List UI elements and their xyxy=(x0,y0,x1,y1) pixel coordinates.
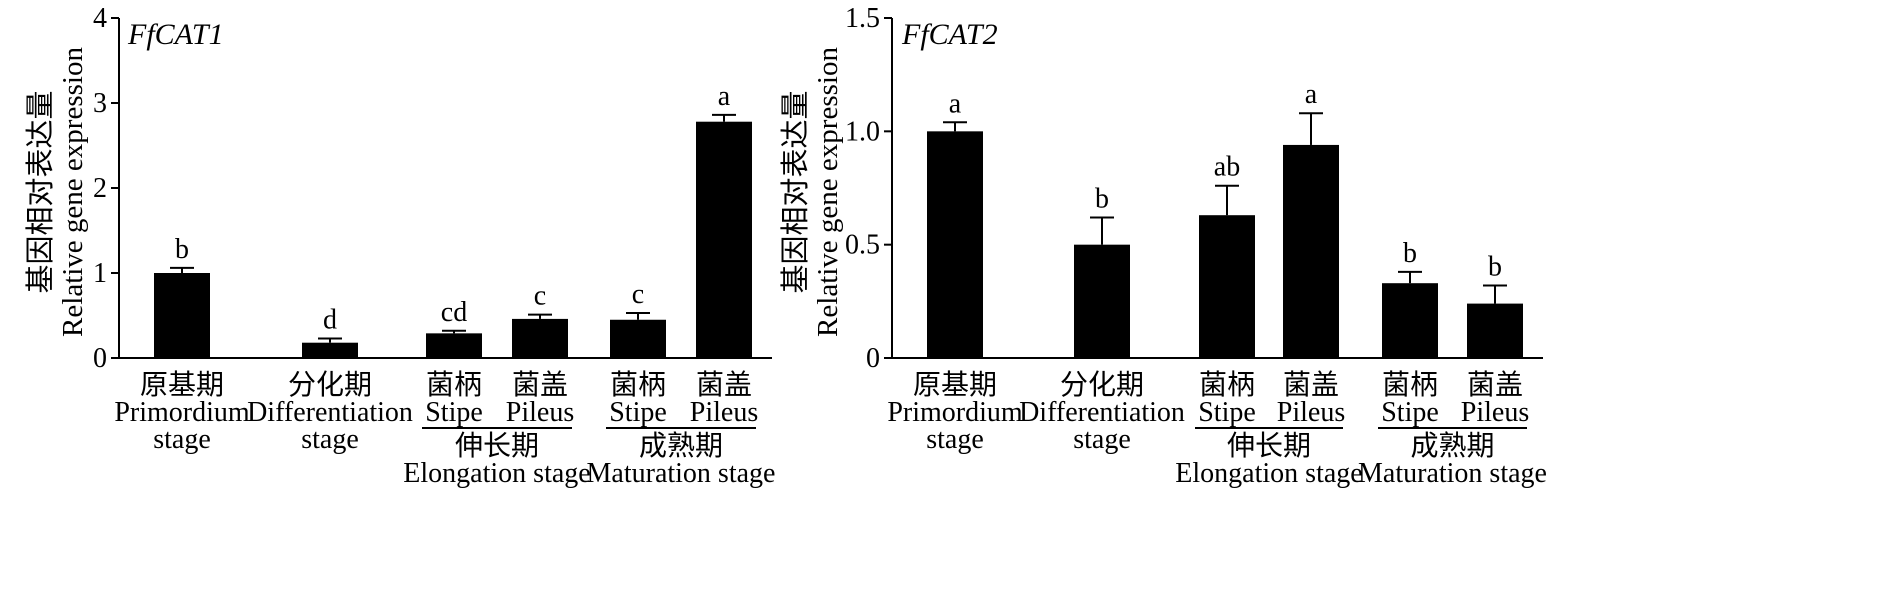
x-tick-label-cn: 原基期 xyxy=(140,369,224,401)
bar xyxy=(302,342,358,358)
chart-panel-1: 0 1 2 3 4 FfCAT1 基因相对表达量 Relative gene expressi… xyxy=(24,3,775,489)
significance-letter: a xyxy=(949,88,962,119)
x-tick-label-cn: 菌盖 xyxy=(512,369,568,401)
bar xyxy=(1467,303,1523,358)
group-label-en: Elongation stage xyxy=(1175,458,1362,489)
x-tick-label-en: stage xyxy=(301,424,359,455)
y-tick-label: 0.5 xyxy=(845,230,880,261)
significance-letter: c xyxy=(632,279,644,310)
group-label-cn: 伸长期 xyxy=(455,430,539,462)
significance-letter: b xyxy=(175,234,189,265)
bar xyxy=(696,121,752,358)
significance-letter: b xyxy=(1095,183,1109,214)
x-tick-label-en: Pileus xyxy=(1277,397,1345,428)
significance-letter: b xyxy=(1488,251,1502,282)
x-tick-label-en: Pileus xyxy=(1461,397,1529,428)
chart-panel-2: 0 0.5 1.0 1.5 FfCAT2 基因相对表达量 Relative gene exp… xyxy=(779,3,1547,489)
bar xyxy=(610,319,666,358)
y-tick-label: 3 xyxy=(93,88,107,119)
bar xyxy=(1283,144,1339,358)
bar xyxy=(426,333,482,358)
x-tick-label-en: Pileus xyxy=(506,397,574,428)
group-label-en: Maturation stage xyxy=(587,458,776,489)
bar xyxy=(1199,215,1255,358)
y-axis-label-cn: 基因相对表达量 xyxy=(779,90,812,293)
significance-letter: a xyxy=(718,81,731,112)
x-tick-label-cn: 原基期 xyxy=(913,369,997,401)
group-label-cn: 成熟期 xyxy=(639,430,723,462)
x-tick-label-en: stage xyxy=(1073,424,1131,455)
x-tick-label-en: stage xyxy=(926,424,984,455)
y-tick-label: 0 xyxy=(866,343,880,374)
bar xyxy=(512,318,568,358)
bar xyxy=(1074,244,1130,358)
x-tick-label-en: Differentiation xyxy=(1019,397,1185,428)
x-tick-label-cn: 菌柄 xyxy=(1199,369,1255,401)
x-tick-label-en: Primordium xyxy=(114,397,250,428)
y-tick-label: 2 xyxy=(93,173,107,204)
x-tick-label-cn: 菌盖 xyxy=(1467,369,1523,401)
x-tick-label-cn: 分化期 xyxy=(288,369,372,401)
y-tick-label: 1.0 xyxy=(845,116,880,147)
x-tick-label-en: Stipe xyxy=(1198,397,1256,428)
significance-letter: c xyxy=(534,281,546,312)
group-label-en: Elongation stage xyxy=(403,458,590,489)
significance-letter: a xyxy=(1305,79,1318,110)
significance-letter: d xyxy=(323,304,337,335)
bar xyxy=(1382,283,1438,358)
x-tick-label-en: Pileus xyxy=(690,397,758,428)
x-tick-label-cn: 分化期 xyxy=(1060,369,1144,401)
y-tick-label: 4 xyxy=(93,3,107,34)
group-label-en: Maturation stage xyxy=(1358,458,1547,489)
group-label-cn: 成熟期 xyxy=(1410,430,1494,462)
x-tick-label-cn: 菌柄 xyxy=(1382,369,1438,401)
x-tick-label-en: Stipe xyxy=(425,397,483,428)
y-axis-label-en: Relative gene expression xyxy=(57,47,89,337)
x-tick-label-cn: 菌柄 xyxy=(610,369,666,401)
x-tick-label-cn: 菌盖 xyxy=(1283,369,1339,401)
y-tick-label: 1.5 xyxy=(845,3,880,34)
y-axis-label-en: Relative gene expression xyxy=(812,47,844,337)
x-tick-label-cn: 菌柄 xyxy=(426,369,482,401)
significance-letter: cd xyxy=(441,297,467,328)
bar xyxy=(927,131,983,358)
x-tick-label-en: Differentiation xyxy=(247,397,413,428)
significance-letter: ab xyxy=(1214,152,1240,183)
x-tick-label-en: stage xyxy=(153,424,211,455)
x-tick-label-en: Stipe xyxy=(1381,397,1439,428)
significance-letter: b xyxy=(1403,238,1417,269)
x-tick-label-en: Stipe xyxy=(609,397,667,428)
x-tick-label-en: Primordium xyxy=(887,397,1023,428)
chart-title: FfCAT1 xyxy=(127,18,224,51)
chart-title: FfCAT2 xyxy=(901,18,998,51)
bar xyxy=(154,273,210,358)
y-tick-label: 0 xyxy=(93,343,107,374)
y-tick-label: 1 xyxy=(93,258,107,289)
group-label-cn: 伸长期 xyxy=(1227,430,1311,462)
x-tick-label-cn: 菌盖 xyxy=(696,369,752,401)
y-axis-label-cn: 基因相对表达量 xyxy=(24,90,57,293)
